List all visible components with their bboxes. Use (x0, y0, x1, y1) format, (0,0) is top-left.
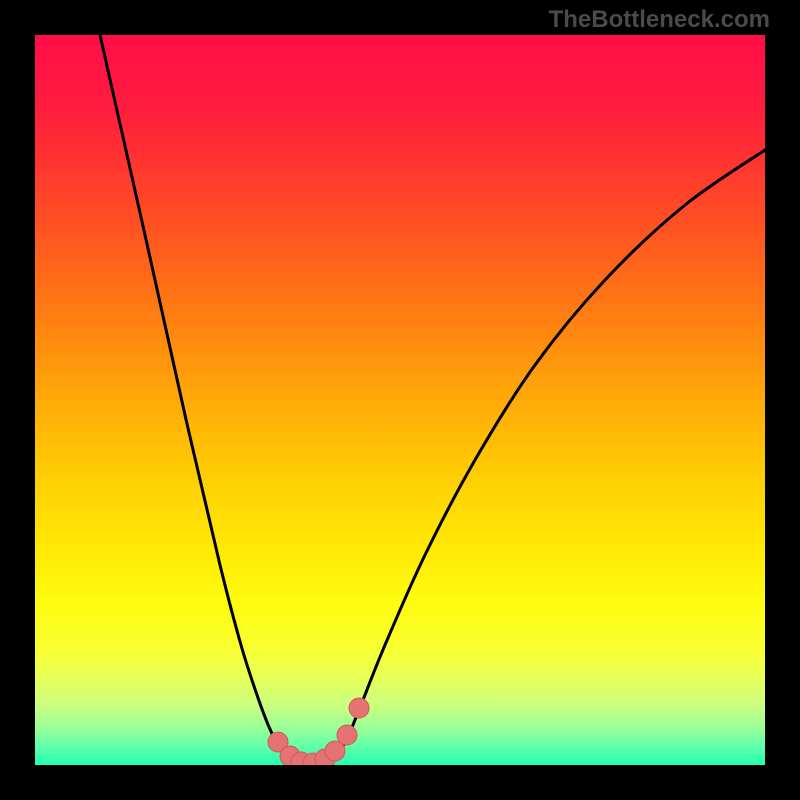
chart-container: TheBottleneck.com (0, 0, 800, 800)
valley-markers (268, 698, 369, 765)
curve-line (100, 35, 765, 764)
watermark-text: TheBottleneck.com (549, 6, 770, 34)
valley-marker (337, 725, 357, 745)
plot-area (35, 35, 765, 765)
valley-marker (349, 698, 369, 718)
bottleneck-curve (35, 35, 765, 765)
